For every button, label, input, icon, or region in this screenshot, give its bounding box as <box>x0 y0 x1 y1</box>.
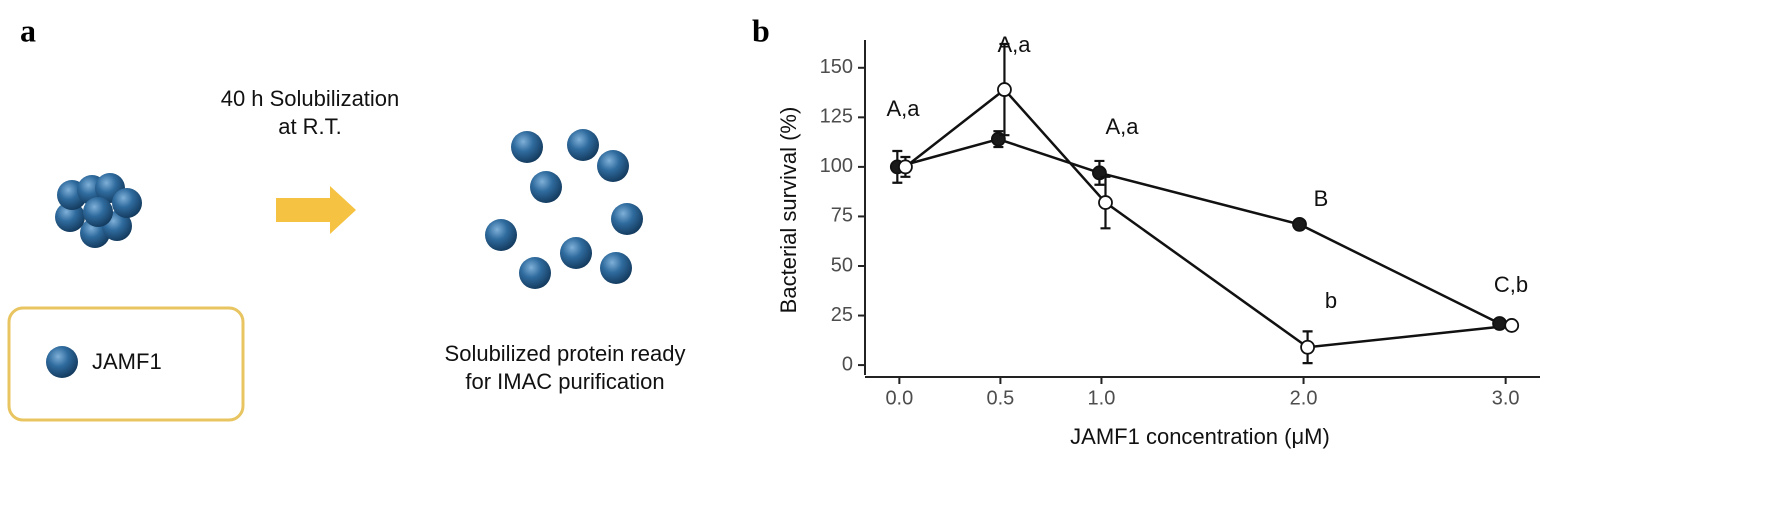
x-tick-label: 0.5 <box>986 387 1014 409</box>
point <box>1098 195 1113 210</box>
annotation: b <box>1325 288 1337 313</box>
annotation: A,a <box>1105 114 1139 139</box>
point <box>1300 339 1315 355</box>
soluble-proteins <box>485 129 643 289</box>
x-tick-label: 2.0 <box>1290 387 1318 409</box>
annotation: A,a <box>997 32 1031 57</box>
legend-label: JAMF1 <box>92 349 162 374</box>
panel-label: b <box>752 12 770 48</box>
y-tick-label: 0 <box>842 353 853 375</box>
x-tick-label: 3.0 <box>1492 387 1520 409</box>
y-axis-label: Bacterial survival (%) <box>776 107 801 314</box>
point <box>997 82 1012 97</box>
annotation: A,a <box>886 96 920 121</box>
y-tick-label: 125 <box>820 106 853 128</box>
annotation: B <box>1314 186 1329 211</box>
result-text: Solubilized protein ready <box>445 341 686 366</box>
plot: 0 25 50 75 100 125 150 0.0 0.5 1.0 2.0 3.0 A,a A,a A,a… <box>820 32 1540 409</box>
point <box>1492 316 1507 331</box>
aggregate <box>55 173 142 248</box>
x-tick-label: 0.0 <box>885 387 913 409</box>
series-line <box>904 87 1512 349</box>
arrow <box>276 186 356 234</box>
y-tick-label: 50 <box>831 254 853 276</box>
y-tick-label: 25 <box>831 304 853 326</box>
step-text: 40 h Solubilization <box>221 86 400 111</box>
x-tick-label: 1.0 <box>1088 387 1116 409</box>
annotation: C,b <box>1494 272 1528 297</box>
y-tick-label: 75 <box>831 205 853 227</box>
step-text: at R.T. <box>278 114 342 139</box>
point <box>1292 216 1307 232</box>
y-tick-label: 100 <box>820 155 853 177</box>
panel-label: a <box>20 12 36 48</box>
point <box>1504 318 1520 333</box>
y-tick-label: 150 <box>820 56 853 78</box>
result-text: for IMAC purification <box>465 369 664 394</box>
series-line <box>897 137 1501 325</box>
point <box>898 159 913 175</box>
legend-box <box>7 306 245 422</box>
legend-swatch <box>46 346 78 378</box>
x-axis-label: JAMF1 concentration (μM) <box>1070 424 1330 449</box>
